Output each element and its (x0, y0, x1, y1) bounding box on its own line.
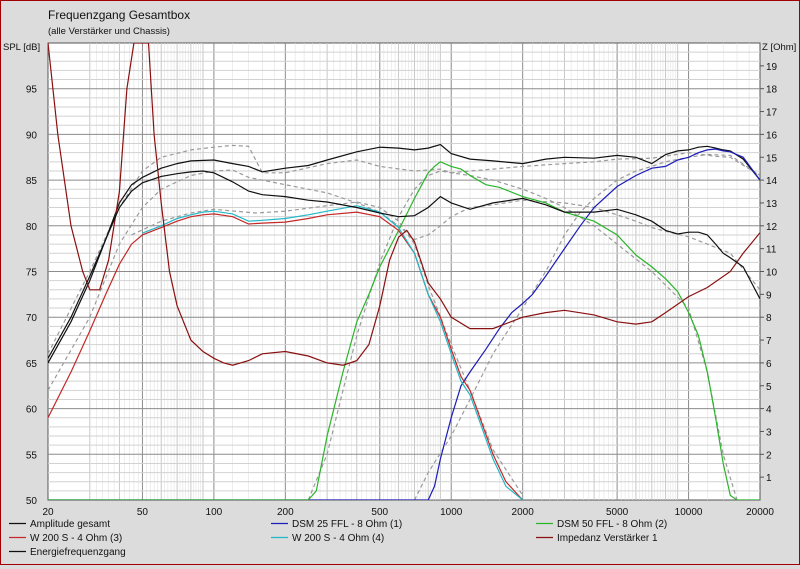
x-tick-label: 5000 (606, 507, 629, 518)
y-tick-label: 80 (26, 222, 38, 233)
x-tick-label: 500 (371, 507, 388, 518)
y2-tick-label: 2 (766, 450, 772, 461)
x-tick-label: 20000 (746, 507, 774, 518)
legend-label: W 200 S - 4 Ohm (3) (30, 533, 122, 544)
y2-tick-label: 4 (766, 405, 772, 416)
y2-tick-label: 12 (766, 222, 778, 233)
legend-label: W 200 S - 4 Ohm (4) (292, 533, 384, 544)
y2-axis-label: Z [Ohm] (762, 42, 796, 53)
series-line-energiefrequenzgang (48, 170, 760, 359)
series-line-w-200-s-4-ohm-3 (48, 211, 524, 500)
grid (48, 43, 760, 500)
chart-title: Frequenzgang Gesamtbox (48, 8, 190, 22)
y2-tick-label: 16 (766, 130, 778, 141)
series-lines (48, 43, 760, 500)
y-tick-label: 75 (26, 268, 38, 279)
y-axis-label: SPL [dB] (3, 42, 40, 53)
x-tick-label: 10000 (675, 507, 703, 518)
y2-tick-label: 10 (766, 268, 778, 279)
y2-tick-label: 13 (766, 199, 778, 210)
reference-curve (48, 144, 760, 355)
y2-tick-label: 6 (766, 359, 772, 370)
x-tick-label: 50 (137, 507, 149, 518)
y2-tick-label: 1 (766, 473, 772, 484)
series-line-amplitude-gesamt (48, 143, 760, 364)
x-tick-label: 200 (277, 507, 294, 518)
legend-label: DSM 50 FFL - 8 Ohm (2) (557, 519, 667, 530)
y2-tick-label: 14 (766, 176, 778, 187)
y2-tick-label: 17 (766, 108, 778, 119)
reference-curve (48, 169, 760, 391)
y-tick-label: 55 (26, 450, 38, 461)
x-tick-label: 1000 (440, 507, 463, 518)
reference-curves (48, 144, 760, 500)
legend-label: DSM 25 FFL - 8 Ohm (1) (292, 519, 402, 530)
y2-tick-label: 18 (766, 85, 778, 96)
series-line-impedanz-verst-rker-1 (48, 43, 760, 366)
y-tick-label: 50 (26, 496, 38, 507)
x-tick-label: 100 (206, 507, 223, 518)
reference-curve (413, 153, 760, 500)
y-tick-label: 60 (26, 405, 38, 416)
y2-tick-label: 19 (766, 62, 778, 73)
y-tick-label: 65 (26, 359, 38, 370)
tick-labels: 20 50 100 200 500 1000 2000 5000 10000 20000 50 55 6… (26, 62, 778, 518)
y2-tick-label: 5 (766, 382, 772, 393)
x-tick-label: 2000 (512, 507, 535, 518)
y-tick-label: 90 (26, 130, 38, 141)
series-line-w-200-s-4-ohm-4 (142, 205, 524, 500)
chart-subtitle: (alle Verstärker und Chassis) (48, 26, 170, 37)
y2-tick-label: 8 (766, 313, 772, 324)
y2-tick-label: 3 (766, 427, 772, 438)
y-tick-label: 85 (26, 176, 38, 187)
legend-label: Amplitude gesamt (30, 519, 110, 530)
y2-tick-label: 7 (766, 336, 772, 347)
legend-label: Energiefrequenzgang (30, 547, 126, 558)
y-tick-label: 70 (26, 313, 38, 324)
y2-tick-label: 15 (766, 153, 778, 164)
reference-curve (131, 201, 524, 496)
series-line-dsm-25-ffl-8-ohm-1 (48, 148, 760, 500)
y2-tick-label: 11 (766, 245, 777, 256)
y2-tick-label: 9 (766, 290, 772, 301)
x-tick-label: 20 (42, 507, 54, 518)
series-line-dsm-50-ffl-8-ohm-2 (48, 161, 760, 500)
legend: Amplitude gesamt DSM 25 FFL - 8 Ohm (1) DS… (9, 519, 667, 558)
legend-label: Impedanz Verstärker 1 (557, 533, 658, 544)
reference-curve (307, 170, 738, 500)
y-tick-label: 95 (26, 85, 38, 96)
